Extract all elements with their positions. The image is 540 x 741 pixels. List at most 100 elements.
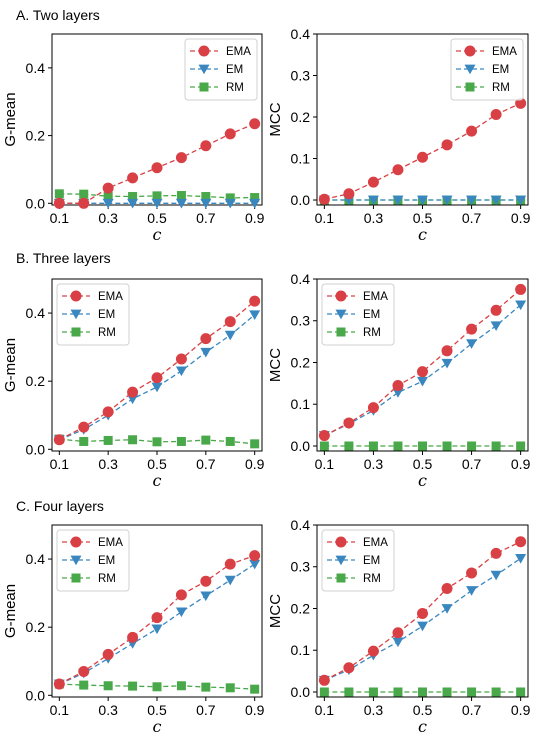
data-point-rm xyxy=(368,441,378,451)
chart-panel-1: 0.1 0.3 0.5 0.7 0.9 0.0 0.2 0.4 c G-mean EMA EM RM xyxy=(2,33,265,244)
y-tick-label: 0.2 xyxy=(26,128,46,144)
series-line-ema xyxy=(324,541,521,681)
data-point-em xyxy=(441,358,453,369)
data-point-em xyxy=(175,607,187,618)
data-point-em xyxy=(102,198,114,209)
data-point-ema xyxy=(466,125,478,137)
data-point-em xyxy=(127,198,139,209)
data-point-ema xyxy=(200,333,212,345)
data-point-rm xyxy=(442,687,452,697)
legend-label-em: EM xyxy=(226,64,243,76)
x-axis-label: c xyxy=(153,225,162,244)
data-point-ema xyxy=(127,631,139,643)
legend-label-ema: EMA xyxy=(98,537,123,549)
legend-marker-rm xyxy=(465,82,475,92)
y-tick-label: 0.2 xyxy=(26,619,46,635)
data-point-ema xyxy=(318,674,330,686)
y-axis-label: G-mean xyxy=(2,92,19,146)
y-axis-label: G-mean xyxy=(2,584,19,638)
legend-marker-ema xyxy=(70,290,82,302)
data-point-ema xyxy=(515,283,527,295)
data-point-em xyxy=(151,382,163,393)
data-point-ema xyxy=(200,575,212,587)
x-tick-label: 0.9 xyxy=(245,702,265,718)
y-tick-label: 0.2 xyxy=(291,600,311,616)
x-tick-label: 0.5 xyxy=(147,210,167,226)
data-point-rm xyxy=(54,189,64,199)
data-point-em xyxy=(151,624,163,635)
x-tick-label: 0.9 xyxy=(511,456,531,472)
x-tick-label: 0.1 xyxy=(50,456,70,472)
data-point-rm xyxy=(467,687,477,697)
y-tick-label: 0.4 xyxy=(291,517,311,533)
x-tick-label: 0.9 xyxy=(511,210,531,226)
data-point-ema xyxy=(392,379,404,391)
data-point-ema xyxy=(53,197,65,209)
legend-label-em: EM xyxy=(98,555,115,567)
data-point-ema xyxy=(417,608,428,620)
data-point-rm xyxy=(516,441,526,451)
series-line-ema xyxy=(324,288,522,437)
data-point-ema xyxy=(78,421,90,433)
data-point-ema xyxy=(53,434,65,446)
data-point-em xyxy=(392,388,404,398)
data-point-ema xyxy=(466,567,478,579)
legend-label-ema: EMA xyxy=(98,291,123,303)
legend-label-rm: RM xyxy=(98,573,116,585)
data-point-em xyxy=(417,376,428,387)
data-point-ema xyxy=(249,550,261,562)
x-tick-label: 0.5 xyxy=(413,456,433,472)
x-tick-label: 0.7 xyxy=(462,456,482,472)
data-point-rm xyxy=(442,441,452,451)
data-point-ema xyxy=(78,197,90,209)
x-tick-label: 0.3 xyxy=(364,210,384,226)
legend-marker-em xyxy=(335,555,347,566)
x-tick-label: 0.5 xyxy=(413,702,433,718)
data-point-ema xyxy=(318,430,330,442)
legend-marker-rm xyxy=(336,327,346,337)
x-axis-label: c xyxy=(418,225,427,244)
x-tick-label: 0.7 xyxy=(196,702,216,718)
x-tick-label: 0.1 xyxy=(50,702,70,718)
data-point-ema xyxy=(102,648,114,660)
legend-marker-em xyxy=(198,64,210,75)
data-point-rm xyxy=(128,192,138,202)
data-point-em xyxy=(441,195,453,206)
x-tick-label: 0.3 xyxy=(98,210,118,226)
data-point-em xyxy=(515,195,527,206)
x-axis-label: c xyxy=(153,471,162,490)
x-tick-label: 0.3 xyxy=(364,702,384,718)
data-point-ema xyxy=(392,164,404,176)
y-tick-label: 0.1 xyxy=(291,396,311,412)
data-point-em xyxy=(417,195,428,206)
data-point-em xyxy=(392,637,404,648)
data-point-ema xyxy=(224,558,236,570)
data-point-rm xyxy=(418,687,427,697)
x-tick-label: 0.1 xyxy=(50,210,70,226)
legend-label-em: EM xyxy=(363,555,380,567)
x-axis-label: c xyxy=(418,717,427,736)
data-point-rm xyxy=(250,684,260,694)
x-tick-label: 0.7 xyxy=(462,702,482,718)
data-point-ema xyxy=(367,176,379,188)
data-point-ema xyxy=(441,139,453,151)
data-point-rm xyxy=(344,441,354,451)
chart-panel-4: 0.1 0.3 0.5 0.7 0.90.00.10.20.30.4cMCCEMAEMR… xyxy=(267,271,531,490)
legend-label-rm: RM xyxy=(226,82,244,94)
x-tick-label: 0.5 xyxy=(147,702,167,718)
data-point-ema xyxy=(249,295,261,307)
data-point-rm xyxy=(418,441,427,451)
data-point-rm xyxy=(152,437,162,447)
data-point-ema xyxy=(367,645,379,657)
data-point-rm xyxy=(319,687,329,697)
legend-marker-em xyxy=(464,64,476,75)
data-point-em xyxy=(466,586,478,596)
data-point-rm xyxy=(491,687,501,697)
y-tick-label: 0.4 xyxy=(291,26,311,42)
x-tick-label: 0.5 xyxy=(147,456,167,472)
legend-marker-em xyxy=(70,555,82,566)
y-tick-label: 0.0 xyxy=(26,195,46,211)
section-title-c: C. Four layers xyxy=(16,498,104,514)
data-point-rm xyxy=(201,192,211,202)
data-point-em xyxy=(367,195,379,206)
